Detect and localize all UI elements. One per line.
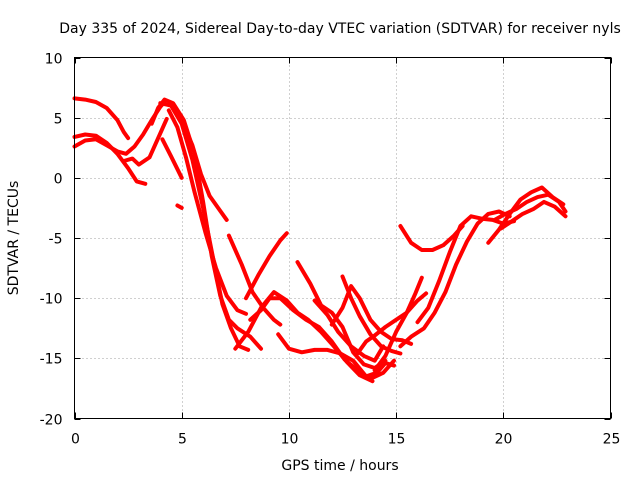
data-series-sat-o bbox=[295, 260, 388, 370]
x-tick-label: 20 bbox=[495, 432, 513, 448]
x-tick-labels: 0 5 10 15 20 25 bbox=[71, 432, 620, 448]
data-series-sat-v bbox=[398, 209, 512, 349]
data-series-sat-i bbox=[160, 137, 184, 180]
y-tick-label: 10 bbox=[45, 52, 63, 68]
data-series-sat-f bbox=[158, 101, 251, 352]
data-series-sat-l bbox=[244, 231, 289, 301]
x-tick-label: 0 bbox=[71, 432, 80, 448]
data-series-sat-q bbox=[329, 284, 414, 346]
data-series-sat-m bbox=[248, 296, 396, 381]
data-series-sat-h bbox=[166, 108, 248, 316]
data-series-sat-y bbox=[492, 192, 568, 222]
data-series-sat-a bbox=[72, 96, 131, 141]
data-series-sat-s bbox=[355, 291, 429, 356]
data-series-sat-t bbox=[372, 275, 424, 373]
x-axis-title: GPS time / hours bbox=[281, 458, 398, 474]
y-tick-label: -15 bbox=[40, 352, 63, 368]
x-tick-label: 10 bbox=[281, 432, 299, 448]
data-series-sat-p bbox=[312, 298, 386, 363]
data-series-sat-u bbox=[398, 224, 465, 252]
data-series-sat-z bbox=[499, 199, 568, 231]
y-axis-title: SDTVAR / TECUs bbox=[6, 181, 22, 296]
chart-title: Day 335 of 2024, Sidereal Day-to-day VTE… bbox=[59, 21, 621, 37]
y-tick-label: 0 bbox=[54, 172, 63, 188]
y-tick-label: -20 bbox=[40, 413, 63, 429]
data-traces bbox=[72, 96, 568, 384]
y-tick-label: -5 bbox=[49, 232, 63, 248]
y-tick-labels: 10 5 0 -5 -10 -15 -20 bbox=[40, 52, 63, 429]
data-series-sat-n bbox=[276, 332, 396, 379]
data-series-sat-j bbox=[226, 233, 283, 327]
data-series-sat-g bbox=[179, 118, 229, 222]
data-series-sat-r bbox=[340, 274, 403, 356]
x-tick-label: 15 bbox=[388, 432, 406, 448]
data-series-sat-w bbox=[415, 214, 516, 325]
data-series-sat-dot1 bbox=[175, 203, 184, 210]
y-tick-label: 5 bbox=[54, 112, 63, 128]
x-tick-label: 25 bbox=[603, 432, 621, 448]
data-series-sat-d bbox=[121, 116, 169, 167]
axis-ticks bbox=[74, 57, 612, 420]
x-tick-label: 5 bbox=[178, 432, 187, 448]
y-tick-label: -10 bbox=[40, 292, 63, 308]
